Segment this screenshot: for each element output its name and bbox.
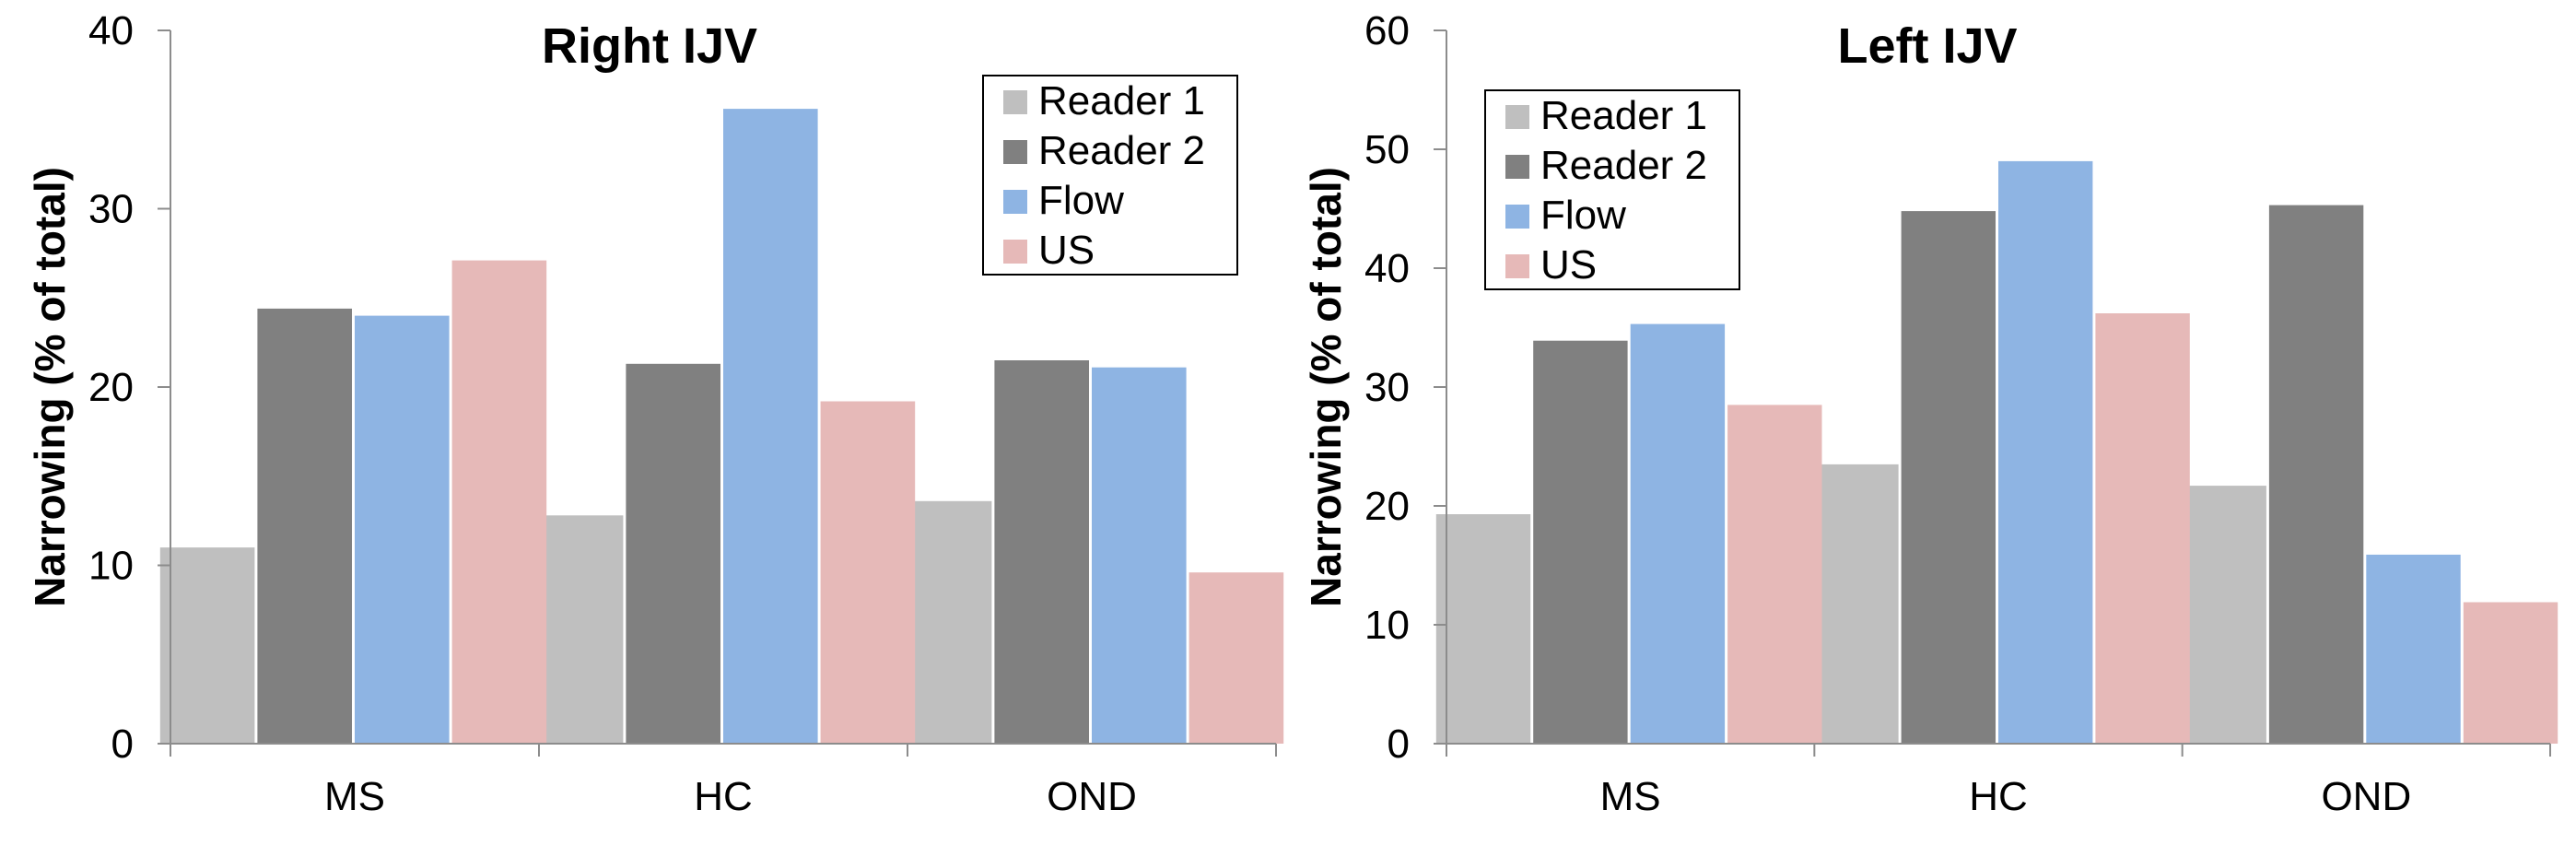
x-category-label: OND xyxy=(2321,774,2411,819)
chart-2: 0 10 20 30 40 50 60 MS HC OND Left IJV Narrowing (%… xyxy=(1302,8,2558,819)
bar-ms-reader-2 xyxy=(257,308,352,744)
legend-label: Reader 1 xyxy=(1038,78,1205,123)
bar-ms-reader-1 xyxy=(159,547,255,744)
y-axis-title: Narrowing (% of total) xyxy=(26,167,74,607)
x-category-label: HC xyxy=(1969,774,2028,819)
x-category-label: OND xyxy=(1047,774,1137,819)
bar-ond-flow xyxy=(1092,367,1187,744)
legend: Reader 1 Reader 2 Flow US xyxy=(982,75,1238,276)
bar-ms-us xyxy=(1727,405,1822,744)
bar-ms-reader-1 xyxy=(1435,514,1531,744)
x-category-label: HC xyxy=(694,774,753,819)
x-category-label: MS xyxy=(324,774,385,819)
bar-ms-us xyxy=(451,260,547,745)
y-tick-label: 30 xyxy=(88,187,134,232)
y-tick-label: 50 xyxy=(1364,127,1410,172)
y-tick-label: 40 xyxy=(88,8,134,53)
bar-ond-reader-2 xyxy=(2268,205,2364,745)
bar-hc-us xyxy=(820,401,916,744)
legend-label: Reader 2 xyxy=(1038,128,1205,173)
chart-title: Left IJV xyxy=(1837,18,2017,74)
y-tick-label: 30 xyxy=(1364,365,1410,410)
legend-label: Reader 2 xyxy=(1540,143,1707,188)
legend-swatch xyxy=(1505,205,1529,229)
legend-label: US xyxy=(1038,228,1095,273)
bar-hc-flow xyxy=(1998,160,2093,744)
legend-swatch xyxy=(1505,254,1529,278)
chart-title: Right IJV xyxy=(542,18,757,74)
bar-hc-flow xyxy=(723,109,818,745)
chart-1: 0 10 20 30 40 MS HC OND Right IJV Narrowing (% of… xyxy=(26,8,1284,819)
legend-swatch xyxy=(1003,90,1027,114)
y-tick-label: 0 xyxy=(111,722,134,767)
legend-swatch xyxy=(1505,105,1529,129)
bar-ond-flow xyxy=(2366,554,2461,744)
legend-swatch xyxy=(1003,140,1027,164)
y-axis-title: Narrowing (% of total) xyxy=(1302,167,1350,607)
bar-ond-reader-2 xyxy=(994,360,1089,744)
bar-ond-us xyxy=(1188,572,1284,744)
bar-ms-reader-2 xyxy=(1533,340,1628,744)
bar-hc-reader-2 xyxy=(626,363,720,744)
legend-swatch xyxy=(1003,240,1027,264)
legend-label: US xyxy=(1540,242,1597,288)
legend-label: Flow xyxy=(1540,193,1626,238)
y-tick-label: 10 xyxy=(88,544,134,589)
y-tick-label: 60 xyxy=(1364,8,1410,53)
x-category-label: MS xyxy=(1600,774,1661,819)
bar-ms-flow xyxy=(355,315,450,744)
y-tick-label: 0 xyxy=(1388,722,1410,767)
legend-label: Reader 1 xyxy=(1540,93,1707,138)
y-tick-label: 20 xyxy=(1364,484,1410,529)
y-tick-label: 10 xyxy=(1364,603,1410,648)
y-tick-label: 40 xyxy=(1364,246,1410,291)
legend-label: Flow xyxy=(1038,178,1124,223)
legend-swatch xyxy=(1505,155,1529,179)
y-tick-label: 20 xyxy=(88,365,134,410)
bar-hc-us xyxy=(2095,313,2190,744)
bar-ond-us xyxy=(2463,602,2558,744)
bar-hc-reader-2 xyxy=(1901,211,1996,745)
legend-swatch xyxy=(1003,190,1027,214)
bar-ms-flow xyxy=(1630,323,1726,744)
